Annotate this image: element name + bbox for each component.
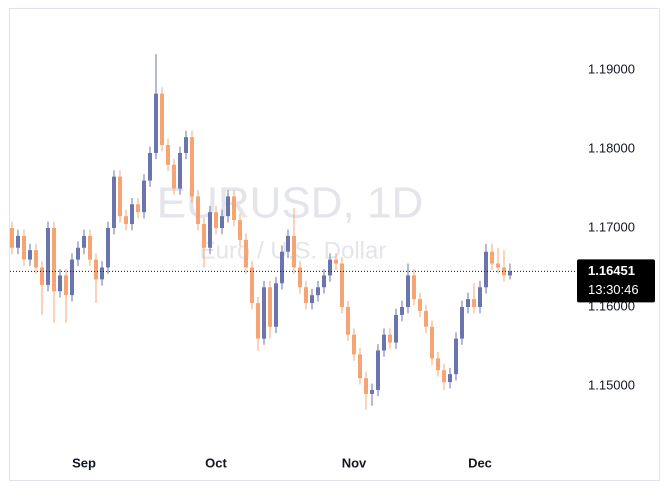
- candle-body: [100, 267, 104, 280]
- candle-body: [502, 267, 506, 276]
- candle-body: [238, 220, 242, 240]
- candle-body: [244, 239, 248, 268]
- candle-body: [190, 137, 194, 197]
- candle-body: [202, 224, 206, 248]
- candle-body: [262, 287, 266, 339]
- last-price-label: 1.16451: [588, 263, 635, 278]
- candle-body: [208, 212, 212, 248]
- candle-body: [352, 334, 356, 355]
- candle-body: [304, 287, 308, 304]
- candle-body: [10, 227, 14, 248]
- candle-body: [250, 267, 254, 304]
- candle-body: [370, 389, 374, 394]
- candle-body: [226, 196, 230, 217]
- x-tick-label: Sep: [72, 455, 96, 470]
- candle-body: [496, 263, 500, 268]
- candle-body: [406, 275, 410, 308]
- candle-body: [46, 227, 50, 285]
- last-price-box: [577, 259, 655, 303]
- countdown-label: 13:30:46: [588, 282, 639, 297]
- candle-body: [346, 307, 350, 335]
- candle-body: [268, 287, 272, 327]
- candle-body: [466, 299, 470, 308]
- candle-body: [388, 334, 392, 343]
- candle-body: [64, 275, 68, 296]
- candle-body: [196, 196, 200, 225]
- candle-body: [118, 176, 122, 217]
- watermark-title: EURUSD, 1D: [157, 179, 424, 228]
- candle-body: [130, 204, 134, 225]
- candle-body: [472, 299, 476, 308]
- candle-body: [112, 176, 116, 228]
- candle-body: [256, 303, 260, 339]
- candle-body: [484, 251, 488, 288]
- candle-body: [172, 164, 176, 189]
- candle-body: [490, 251, 494, 264]
- candle-body: [310, 295, 314, 304]
- candle-body: [106, 227, 110, 268]
- candle-body: [478, 287, 482, 308]
- candle-body: [88, 235, 92, 260]
- candle-body: [166, 145, 170, 165]
- candle-body: [148, 152, 152, 181]
- candle-body: [328, 259, 332, 276]
- candle-body: [28, 250, 32, 260]
- candle-body: [58, 275, 62, 292]
- candle-body: [292, 235, 296, 268]
- candle-body: [70, 259, 74, 296]
- candle-body: [316, 287, 320, 296]
- candle-body: [334, 259, 338, 264]
- candle-body: [358, 354, 362, 379]
- candle-body: [286, 235, 290, 252]
- candle-body: [442, 370, 446, 383]
- candle-body: [436, 358, 440, 371]
- candle-body: [280, 251, 284, 284]
- candle-body: [418, 299, 422, 311]
- candle-body: [220, 216, 224, 228]
- candle-body: [40, 267, 44, 285]
- candle-body: [340, 263, 344, 308]
- candle-body: [142, 180, 146, 213]
- x-tick-label: Dec: [468, 455, 492, 470]
- y-tick-label: 1.15000: [588, 377, 635, 392]
- candle-body: [178, 152, 182, 189]
- candle-body: [214, 212, 218, 228]
- candle-body: [274, 283, 278, 327]
- y-tick-label: 1.18000: [588, 140, 635, 155]
- candle-body: [298, 267, 302, 288]
- candle-body: [34, 250, 38, 268]
- candle-body: [400, 307, 404, 315]
- candle-body: [382, 334, 386, 351]
- candle-body: [322, 275, 326, 288]
- candle-body: [448, 374, 452, 383]
- x-tick-label: Oct: [205, 455, 227, 470]
- candle-body: [424, 310, 428, 327]
- candle-body: [22, 235, 26, 260]
- chart-frame: [9, 8, 660, 481]
- candle-body: [52, 227, 56, 292]
- candle-body: [364, 378, 368, 394]
- x-tick-label: Nov: [342, 455, 367, 470]
- y-tick-label: 1.19000: [588, 61, 635, 76]
- candle-body: [136, 204, 140, 213]
- candle-body: [160, 93, 164, 146]
- candle-body: [76, 247, 80, 260]
- candle-body: [508, 271, 512, 276]
- candle-body: [430, 326, 434, 359]
- candle-body: [82, 235, 86, 248]
- y-tick-label: 1.17000: [588, 219, 635, 234]
- candle-body: [184, 137, 188, 153]
- candle-body: [16, 235, 20, 248]
- candle-body: [94, 259, 98, 280]
- candle-body: [394, 314, 398, 343]
- candle-body: [376, 350, 380, 390]
- candle-body: [412, 275, 416, 300]
- candle-body: [460, 307, 464, 339]
- candle-body: [124, 216, 128, 225]
- candle-body: [232, 196, 236, 221]
- candle-body: [154, 93, 158, 153]
- candle-body: [454, 338, 458, 375]
